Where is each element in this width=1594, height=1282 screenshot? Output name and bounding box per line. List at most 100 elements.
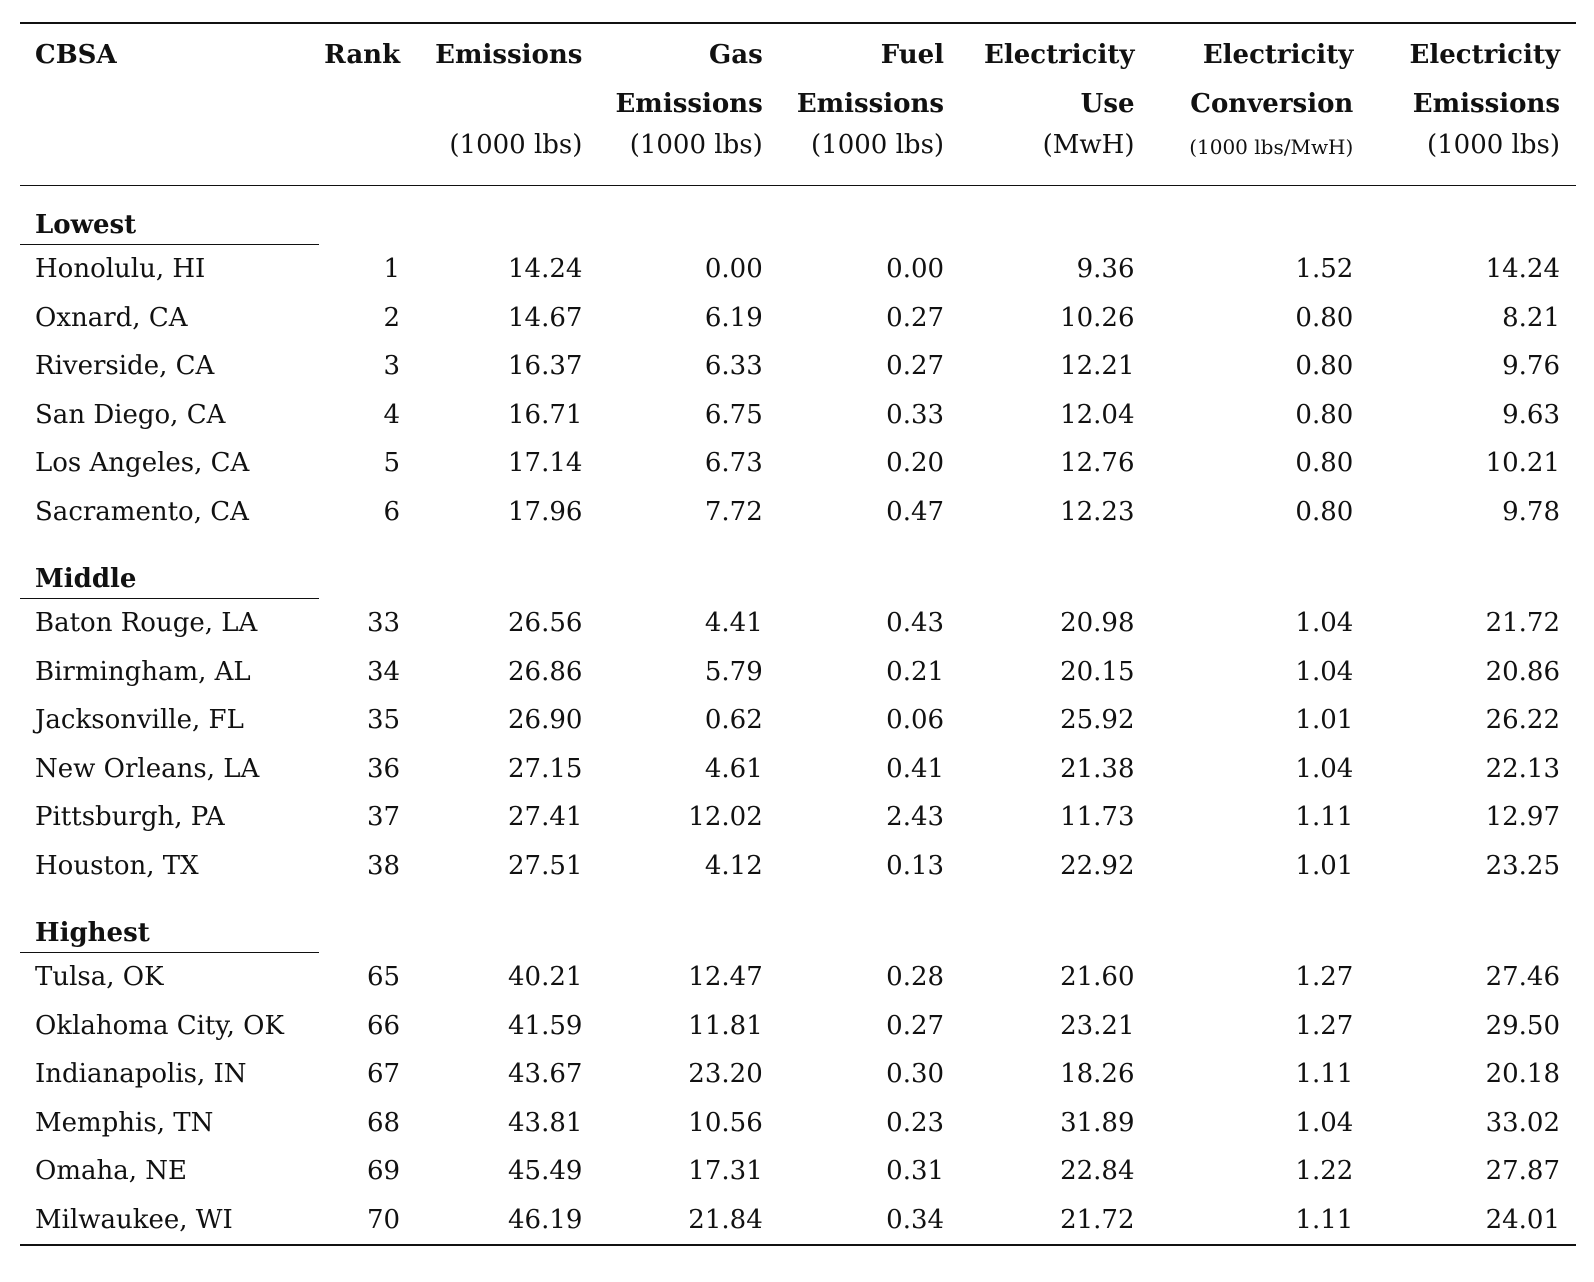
value-cell: 6.33 xyxy=(704,351,763,382)
value-cell: 6.73 xyxy=(704,448,763,479)
cbsa-name-cell: Omaha, NE xyxy=(35,1156,187,1187)
value-cell: 0.27 xyxy=(886,351,945,382)
header-row-2: Emissions Emissions Use Conversion Emiss… xyxy=(20,79,1576,128)
value-cell: 9.78 xyxy=(1502,496,1560,527)
value-cell: 0.47 xyxy=(886,496,945,527)
value-cell: 29.50 xyxy=(1485,1010,1560,1041)
value-cell: 27.51 xyxy=(507,850,583,881)
value-cell: 12.23 xyxy=(1060,496,1135,527)
header-rank: Rank xyxy=(318,22,417,79)
value-cell: 0.80 xyxy=(1295,448,1354,479)
value-cell: 6.75 xyxy=(704,399,763,430)
value-cell: 26.90 xyxy=(507,705,583,736)
value-cell: 10.56 xyxy=(688,1107,763,1138)
value-cell: 0.06 xyxy=(886,705,945,736)
header-electricity-conversion-unit: (1000 lbs/MwH) xyxy=(1150,128,1370,186)
value-cell: 35 xyxy=(366,705,401,736)
value-cell: 1.22 xyxy=(1295,1156,1354,1187)
header-electricity-use-line1: Electricity xyxy=(960,22,1151,79)
value-cell: 20.98 xyxy=(1060,608,1135,638)
value-cell: 66 xyxy=(366,1010,401,1041)
group-header-spacer xyxy=(319,186,1576,245)
header-electricity-conversion-line2: Conversion xyxy=(1190,88,1354,119)
cbsa-name-cell: San Diego, CA xyxy=(35,399,226,430)
value-cell: 37 xyxy=(366,802,401,833)
value-cell: 26.22 xyxy=(1485,705,1560,736)
value-cell: 31.89 xyxy=(1060,1107,1135,1138)
value-cell: 20.18 xyxy=(1485,1059,1560,1090)
value-cell: 27.87 xyxy=(1485,1156,1560,1187)
cbsa-name-cell: Jacksonville, FL xyxy=(35,705,244,736)
value-cell: 1.11 xyxy=(1295,802,1354,833)
value-cell: 7.72 xyxy=(704,496,763,527)
value-cell: 0.41 xyxy=(886,753,945,784)
value-cell: 1.11 xyxy=(1295,1059,1354,1090)
cbsa-name-cell: Indianapolis, IN xyxy=(35,1059,247,1090)
value-cell: 5.79 xyxy=(704,656,763,687)
table-row: Indianapolis, IN 67 43.67 23.20 0.30 18.26 1.1… xyxy=(20,1050,1576,1099)
value-cell: 2.43 xyxy=(886,802,945,833)
value-cell: 16.71 xyxy=(507,399,583,430)
value-cell: 33.02 xyxy=(1485,1107,1560,1138)
header-cbsa: CBSA xyxy=(20,22,319,79)
value-cell: 5 xyxy=(383,448,401,479)
value-cell: 0.23 xyxy=(886,1107,945,1138)
value-cell: 10.26 xyxy=(1060,302,1135,333)
group-header-row: Highest xyxy=(20,890,1576,953)
value-cell: 1.52 xyxy=(1295,254,1354,284)
value-cell: 0.33 xyxy=(886,399,945,430)
value-cell: 67 xyxy=(366,1059,401,1090)
value-cell: 20.15 xyxy=(1060,656,1135,687)
value-cell: 41.59 xyxy=(507,1010,583,1041)
cbsa-name-cell: Milwaukee, WI xyxy=(20,1195,319,1246)
value-cell: 0.27 xyxy=(886,1010,945,1041)
value-cell: 6 xyxy=(383,496,401,527)
value-cell: 9.76 xyxy=(1502,351,1560,382)
value-cell: 23.20 xyxy=(688,1059,763,1090)
value-cell: 21.60 xyxy=(1060,962,1135,992)
value-cell: 2 xyxy=(383,302,401,333)
value-cell: 1.04 xyxy=(1295,1107,1354,1138)
value-cell: 0.00 xyxy=(886,254,945,284)
value-cell: 20.86 xyxy=(1485,656,1560,687)
cbsa-name-cell: Houston, TX xyxy=(35,850,199,881)
cbsa-name-cell: Los Angeles, CA xyxy=(35,448,250,479)
cbsa-name-cell: New Orleans, LA xyxy=(35,753,260,784)
table-row: Milwaukee, WI 70 46.19 21.84 0.34 21.72 1.11 24… xyxy=(20,1195,1576,1246)
value-cell: 26.56 xyxy=(507,608,583,638)
value-cell: 0.80 xyxy=(1295,351,1354,382)
value-cell: 0.00 xyxy=(704,254,763,284)
value-cell: 0.30 xyxy=(886,1059,945,1090)
table-row: Omaha, NE 69 45.49 17.31 0.31 22.84 1.22 27.87 xyxy=(20,1147,1576,1196)
value-cell: 17.31 xyxy=(688,1156,763,1187)
header-row-1: CBSA Rank Emissions Gas Fuel Electricity… xyxy=(20,22,1576,79)
value-cell: 1.04 xyxy=(1295,753,1354,784)
value-cell: 1.01 xyxy=(1295,705,1354,736)
group-header-spacer xyxy=(319,536,1576,599)
value-cell: 4 xyxy=(383,399,401,430)
cbsa-name-cell: Tulsa, OK xyxy=(35,962,164,993)
value-cell: 0.20 xyxy=(886,448,945,479)
table-row: Baton Rouge, LA 33 26.56 4.41 0.43 20.98 1.04 2… xyxy=(20,599,1576,648)
value-cell: 0.43 xyxy=(886,608,945,638)
header-rank-line3 xyxy=(318,128,417,186)
value-cell: 16.37 xyxy=(507,351,583,382)
header-electricity-emissions-line2: Emissions xyxy=(1412,88,1560,119)
value-cell: 4.12 xyxy=(704,850,763,881)
value-cell: 11.73 xyxy=(1060,802,1135,833)
header-gas-emissions-unit: (1000 lbs) xyxy=(598,128,779,186)
header-fuel-emissions-line2: Emissions xyxy=(796,88,945,119)
value-cell: 21.38 xyxy=(1060,753,1135,784)
value-cell: 17.96 xyxy=(507,496,583,527)
value-cell: 27.46 xyxy=(1485,962,1560,992)
value-cell: 46.19 xyxy=(416,1195,599,1246)
value-cell: 10.21 xyxy=(1485,448,1560,479)
table-row: Oxnard, CA 2 14.67 6.19 0.27 10.26 0.80 8.21 xyxy=(20,294,1576,343)
table-body: Lowest Honolulu, HI 1 14.24 0.00 0.00 9.36 1.52… xyxy=(20,185,1576,1246)
header-cbsa-line2 xyxy=(20,79,319,128)
header-electricity-use-line2: Use xyxy=(1080,88,1135,119)
table-header: CBSA Rank Emissions Gas Fuel Electricity… xyxy=(20,22,1576,186)
value-cell: 12.02 xyxy=(688,802,763,833)
value-cell: 14.67 xyxy=(507,302,583,333)
value-cell: 68 xyxy=(366,1107,401,1138)
